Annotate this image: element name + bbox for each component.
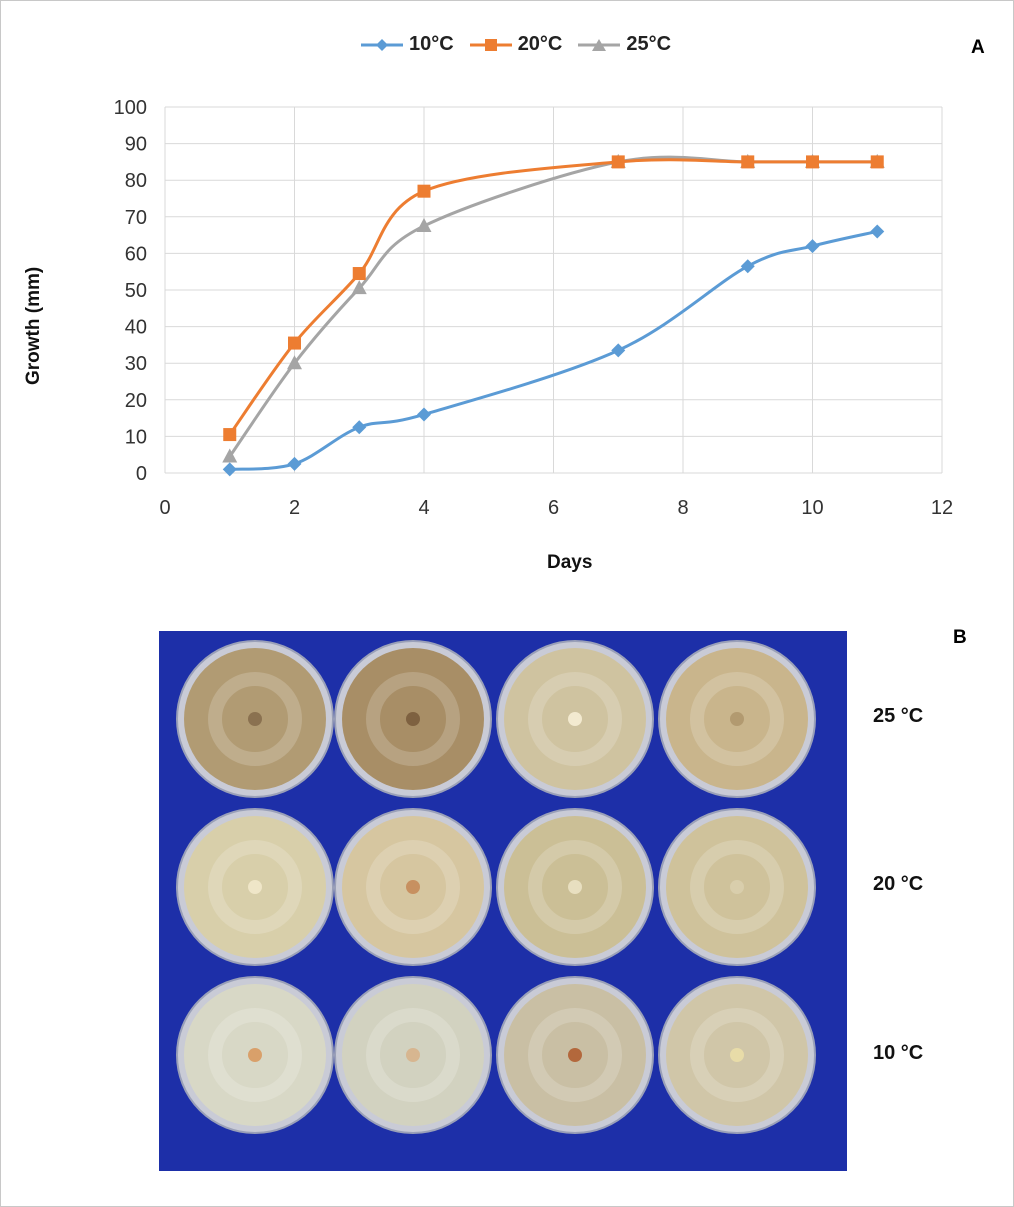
data-point [287,355,302,370]
y-tick-labels: 0 10 20 30 40 50 60 70 80 90 100 [114,97,147,485]
growth-line-chart: 0 10 20 30 40 50 60 70 80 90 100 0 2 4 6 8 10 12 [114,97,954,519]
legend-swatch-10c [361,38,403,51]
y-tick-label: 50 [125,280,147,302]
y-tick-label: 80 [125,170,147,192]
data-point [870,155,884,169]
data-point [740,259,755,274]
inoculation-point [248,880,262,894]
y-tick-label: 60 [125,243,147,265]
data-point [870,224,885,239]
inoculation-point [406,1048,420,1062]
data-point [287,456,302,471]
x-axis-label: Days [547,552,593,573]
culture-ring [366,840,460,934]
culture-ring [366,1008,460,1102]
x-tick-label: 4 [418,497,429,519]
inoculation-point [568,880,582,894]
inoculation-point [568,1048,582,1062]
y-tick-label: 100 [114,97,147,119]
row-label-10c: 10 °C [873,1042,924,1064]
x-tick-label: 12 [931,497,953,519]
x-tick-label: 8 [677,497,688,519]
x-tick-label: 6 [548,497,559,519]
y-tick-label: 30 [125,353,147,375]
inoculation-point [730,1048,744,1062]
x-tick-label: 0 [159,497,170,519]
legend-label-20c: 20°C [517,33,563,55]
y-axis-label: Growth (mm) [23,266,44,385]
series-lines [228,155,878,471]
x-tick-label: 2 [289,497,300,519]
culture-ring [528,672,622,766]
culture-ring [208,672,302,766]
legend-item-25c: 25°C [576,33,671,56]
data-point [352,267,366,281]
data-point [222,448,238,463]
data-point [222,462,237,477]
legend-label-10c: 10°C [409,33,454,55]
data-point [805,239,820,254]
data-point [611,343,626,358]
y-tick-label: 40 [125,317,147,339]
inoculation-point [568,712,582,726]
culture-ring [528,840,622,934]
panel-label-b: B [953,627,967,648]
inoculation-point [730,712,744,726]
y-tick-label: 10 [125,426,147,448]
series-markers [222,153,885,477]
y-tick-label: 70 [125,207,147,229]
data-point [806,155,819,169]
culture-ring [690,672,784,766]
legend-swatch-20c [469,38,512,51]
inoculation-point [248,1048,262,1062]
row-label-20c: 20 °C [873,873,924,895]
legend-swatch-25c [578,38,621,51]
data-point [417,184,431,198]
legend-label-25c: 25°C [626,33,672,55]
chart-legend: 10°C 20°C 25°C [359,33,671,56]
data-point [416,217,432,232]
row-label-25c: 25 °C [873,705,924,727]
data-point [223,428,237,442]
x-tick-labels: 0 2 4 6 8 10 12 [159,497,953,519]
data-point [288,336,301,350]
data-point [351,280,367,295]
culture-ring [690,840,784,934]
y-tick-label: 0 [136,463,147,485]
inoculation-point [248,712,262,726]
series-line-10°C [229,229,878,471]
data-point [741,155,755,169]
culture-ring [690,1008,784,1102]
culture-ring [208,1008,302,1102]
inoculation-point [406,712,420,726]
culture-ring [366,672,460,766]
data-point [611,155,625,169]
data-point [352,420,367,435]
y-tick-label: 90 [125,134,147,156]
inoculation-point [730,880,744,894]
x-tick-label: 10 [801,497,823,519]
data-point [417,407,431,422]
culture-ring [208,840,302,934]
inoculation-point [406,880,420,894]
series-line-20°C [228,158,878,436]
petri-dish-grid [176,640,816,1134]
legend-item-10c: 10°C [359,33,454,56]
petri-dish-photo [159,631,847,1171]
panel-label-a: A [971,37,985,58]
legend-item-20c: 20°C [468,33,563,56]
y-tick-label: 20 [125,390,147,412]
culture-ring [528,1008,622,1102]
